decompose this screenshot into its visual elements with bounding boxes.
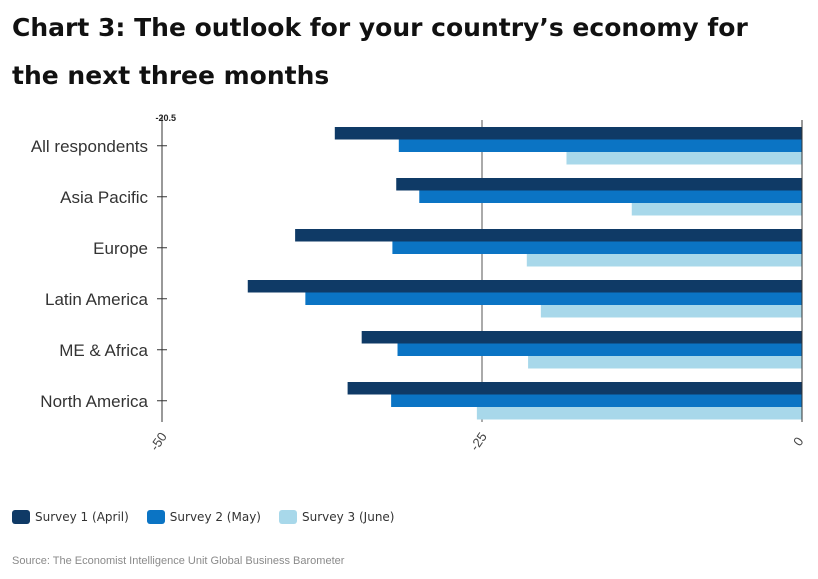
chart-title: Chart 3: The outlook for your country’s … (12, 13, 748, 90)
bar-europe-series-2 (392, 241, 802, 254)
bar-asia-pacific-series-1 (396, 178, 802, 191)
legend-swatch-survey-2 (146, 510, 165, 524)
x-tick-label: -50 (147, 429, 170, 453)
category-label: Asia Pacific (60, 188, 148, 207)
legend-label-survey-1: Survey 1 (April) (35, 510, 129, 524)
bar-asia-pacific-series-2 (419, 190, 802, 203)
bar-me-africa-series-2 (397, 343, 802, 356)
bar-all-respondents-series-1 (334, 127, 802, 140)
source-note: Source: The Economist Intelligence Unit … (12, 555, 345, 567)
legend-swatch-survey-1 (12, 510, 30, 524)
bar-north-america-series-3 (476, 407, 802, 420)
category-label: Europe (93, 239, 148, 258)
category-label: North America (40, 392, 148, 411)
legend-label-survey-3: Survey 3 (June) (301, 510, 395, 524)
stray-axis-label: -20.5 (155, 113, 176, 123)
x-tick-label: -25 (467, 429, 490, 453)
bar-chart: All respondents Asia Pacific Europe Latin A… (31, 113, 807, 453)
bar-latin-america-series-3 (540, 305, 802, 318)
legend-item-survey-2[interactable]: Survey 2 (May) (146, 510, 261, 524)
bar-latin-america-series-2 (305, 292, 802, 305)
legend-item-survey-1[interactable]: Survey 1 (April) (12, 510, 129, 524)
bar-asia-pacific-series-3 (631, 203, 802, 216)
bar-north-america-series-1 (347, 382, 802, 395)
legend-item-survey-3[interactable]: Survey 3 (June) (278, 510, 395, 524)
legend: Survey 1 (April) Survey 2 (May) Survey 3… (12, 510, 413, 524)
category-label: ME & Africa (59, 341, 148, 360)
bar-europe-series-3 (526, 254, 802, 267)
bar-all-respondents-series-2 (398, 139, 802, 152)
category-label: Latin America (45, 290, 149, 309)
bar-all-respondents-series-3 (566, 152, 802, 165)
bar-north-america-series-2 (391, 394, 802, 407)
bar-latin-america-series-1 (247, 280, 802, 293)
legend-label-survey-2: Survey 2 (May) (169, 510, 261, 524)
bar-europe-series-1 (295, 229, 802, 242)
bar-me-africa-series-3 (528, 356, 802, 369)
legend-swatch-survey-3 (278, 510, 297, 524)
x-tick-label: 0 (790, 434, 806, 449)
bar-me-africa-series-1 (361, 331, 802, 344)
category-label: All respondents (31, 137, 148, 156)
